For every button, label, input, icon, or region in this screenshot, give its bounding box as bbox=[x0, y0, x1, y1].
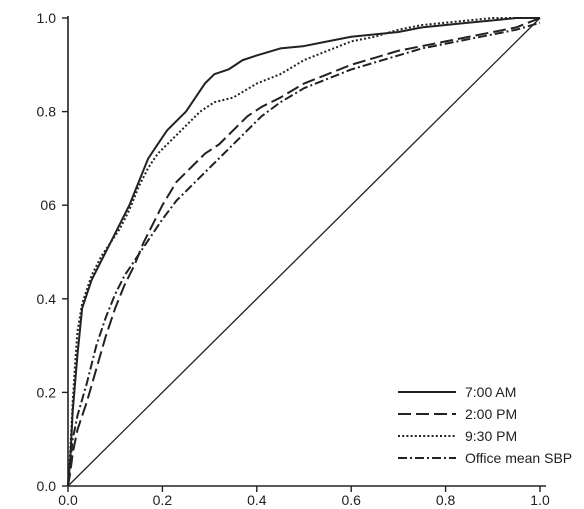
x-tick-label: 0.8 bbox=[436, 492, 456, 508]
x-tick-label: 0.4 bbox=[247, 492, 267, 508]
x-tick-label: 1.0 bbox=[530, 492, 550, 508]
legend-label: 7:00 AM bbox=[465, 384, 516, 400]
series-line-9-30-pm bbox=[67, 17, 540, 487]
series-layer bbox=[67, 17, 541, 487]
axes: 0.0 0.2 0.4 0.6 0.8 1.0 0.0 0.2 0.4 06 0.8 1.0 bbox=[37, 10, 550, 508]
x-tick-label: 0.0 bbox=[58, 492, 78, 508]
reference-line-layer bbox=[67, 17, 541, 487]
legend: 7:00 AM 2:00 PM 9:30 PM Office mean SBP bbox=[398, 384, 572, 466]
y-tick-label: 0.4 bbox=[37, 291, 57, 307]
legend-label: 9:30 PM bbox=[465, 428, 517, 444]
x-tick-label: 0.6 bbox=[341, 492, 361, 508]
series-line-office-mean-sbp bbox=[67, 21, 541, 487]
legend-label: Office mean SBP bbox=[465, 450, 572, 466]
y-tick-label: 1.0 bbox=[37, 10, 57, 26]
reference-diagonal-line bbox=[67, 17, 541, 487]
y-tick-label: 0.2 bbox=[37, 384, 57, 400]
y-tick-label: 0.8 bbox=[37, 104, 57, 120]
legend-label: 2:00 PM bbox=[465, 406, 517, 422]
series-line-7-00-am bbox=[67, 17, 540, 487]
y-tick-label: 06 bbox=[40, 197, 56, 213]
series-line-2-00-pm bbox=[67, 17, 541, 487]
y-tick-label: 0.0 bbox=[37, 478, 57, 494]
x-tick-label: 0.2 bbox=[153, 492, 173, 508]
